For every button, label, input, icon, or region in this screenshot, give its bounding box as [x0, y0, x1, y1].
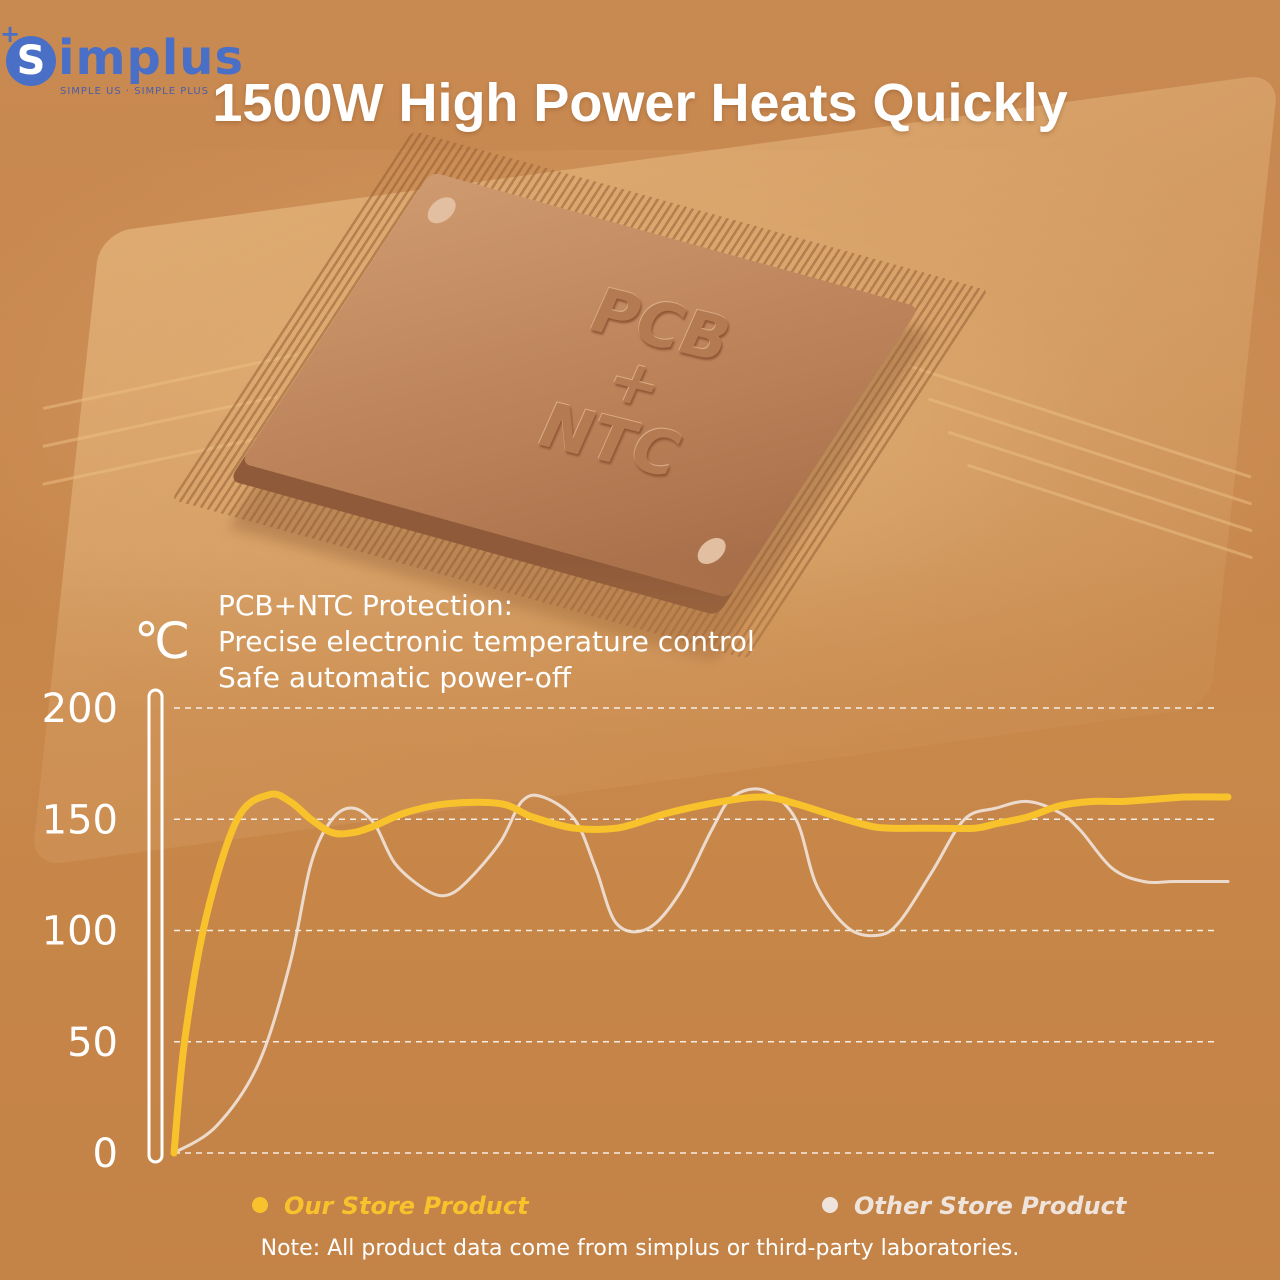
y-tick-label: 100	[42, 909, 118, 955]
description-line: Safe automatic power-off	[218, 661, 572, 694]
description-line: PCB+NTC Protection:	[218, 589, 514, 622]
y-tick-label: 200	[42, 686, 118, 732]
legend-label-ours: Our Store Product	[284, 1192, 529, 1220]
brand-tagline: SIMPLE US · SIMPLE PLUS	[60, 86, 210, 97]
legend-ours: Our Store Product	[252, 1192, 529, 1220]
footer-note: Note: All product data come from simplus…	[260, 1236, 1020, 1261]
chart-overlay	[0, 560, 1280, 1280]
series-line-our-store	[170, 790, 1232, 1157]
y-tick-label: 50	[67, 1020, 118, 1066]
legend-dot-others	[822, 1197, 838, 1213]
brand-name: implus	[58, 30, 245, 86]
y-axis-bar	[147, 688, 164, 1164]
series-line-other-store	[172, 787, 1230, 1155]
y-tick-label: 150	[42, 797, 118, 843]
description-line: Precise electronic temperature control	[218, 625, 755, 658]
y-axis-unit: ℃	[134, 612, 191, 670]
legend-dot-ours	[252, 1197, 268, 1213]
feature-description: PCB+NTC Protection: Precise electronic t…	[218, 588, 755, 696]
legend-label-others: Other Store Product	[854, 1192, 1127, 1220]
logo-mark: S	[6, 36, 56, 86]
legend-others: Other Store Product	[822, 1192, 1126, 1220]
page-title: 1500W High Power Heats Quickly	[212, 73, 1068, 133]
y-tick-label: 0	[93, 1131, 118, 1177]
